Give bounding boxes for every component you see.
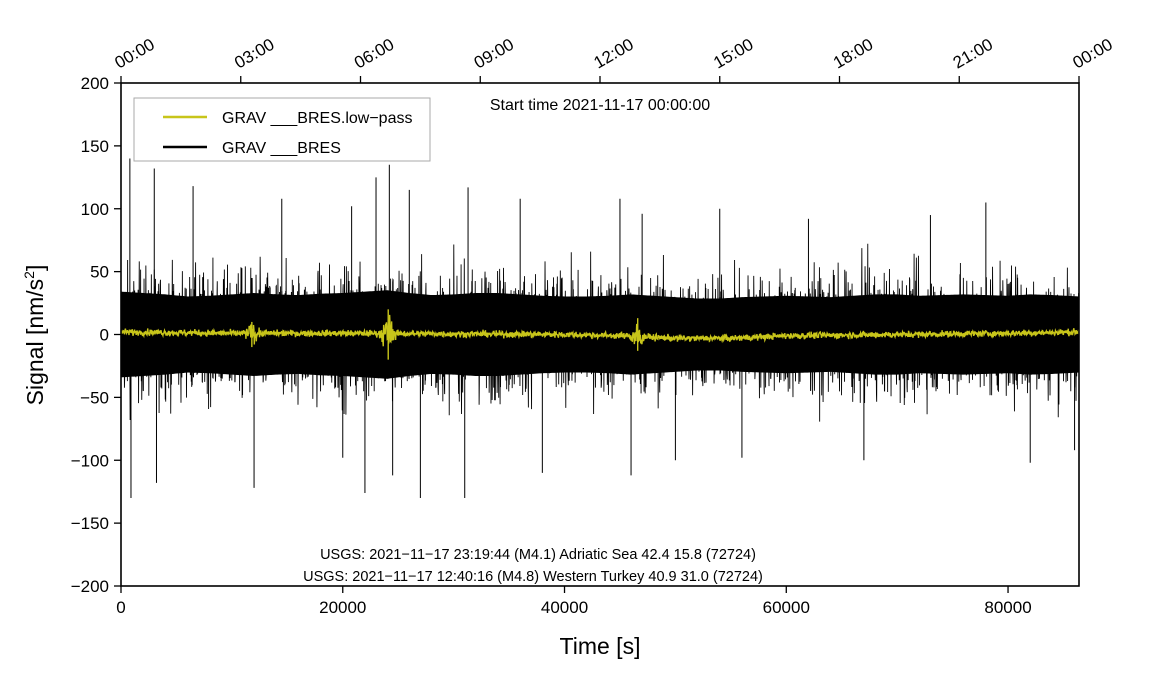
y-axis-title: Signal [nm/s2]: [21, 265, 48, 406]
start-time-label: Start time 2021-11-17 00:00:00: [490, 97, 710, 114]
y-tick-label: 200: [81, 74, 109, 93]
series-grav-bres: [120, 158, 1080, 498]
y-tick-label: 0: [100, 326, 109, 345]
top-tick-label: 21:00: [950, 35, 996, 73]
x-tick-label: 20000: [319, 598, 366, 617]
top-tick-label: 00:00: [1070, 35, 1116, 73]
y-tick-label: −50: [80, 388, 109, 407]
top-tick-label: 03:00: [231, 35, 277, 73]
series-grav-bres-lowpass: [120, 309, 1080, 360]
x-tick-label: 40000: [541, 598, 588, 617]
x-tick-label: 0: [116, 598, 125, 617]
top-tick-label: 06:00: [351, 35, 397, 73]
y-tick-label: −100: [71, 451, 109, 470]
y-tick-label: 50: [90, 263, 109, 282]
x-axis: 0 20000 40000 60000 80000: [116, 586, 1032, 617]
event-annotation-1: USGS: 2021−11−17 23:19:44 (M4.1) Adriati…: [320, 547, 756, 563]
top-tick-label: 15:00: [710, 35, 756, 73]
y-axis-title-sup: 2: [21, 271, 37, 279]
y-tick-label: 100: [81, 200, 109, 219]
legend-label-lowpass: GRAV ___BRES.low−pass: [222, 110, 412, 127]
x-tick-label: 60000: [763, 598, 810, 617]
x-tick-label: 80000: [984, 598, 1031, 617]
lowpass-signal-line: [120, 314, 1080, 347]
y-tick-label: −200: [71, 577, 109, 596]
plot-area: [120, 158, 1080, 498]
y-tick-label: −150: [71, 514, 109, 533]
y-axis: 200 150 100 50 0 −50 −100 −150 −200: [71, 74, 121, 596]
top-tick-label: 12:00: [591, 35, 637, 73]
legend-box: [133, 97, 431, 162]
y-axis-title-close: ]: [22, 265, 48, 271]
y-tick-label: 150: [81, 137, 109, 156]
event-annotation-2: USGS: 2021−11−17 12:40:16 (M4.8) Western…: [303, 569, 763, 585]
top-tick-label: 09:00: [471, 35, 517, 73]
top-time-axis: 00:00 03:00 06:00 09:00 12:00 15:00 18:00 21:00…: [112, 35, 1116, 83]
top-tick-label: 00:00: [112, 35, 158, 73]
legend-label-raw: GRAV ___BRES: [222, 140, 341, 157]
top-tick-label: 18:00: [830, 35, 876, 73]
y-axis-title-main: Signal [nm/s: [22, 279, 48, 406]
x-axis-title: Time [s]: [560, 633, 641, 659]
legend: GRAV ___BRES.low−pass GRAV ___BRES: [133, 97, 431, 162]
